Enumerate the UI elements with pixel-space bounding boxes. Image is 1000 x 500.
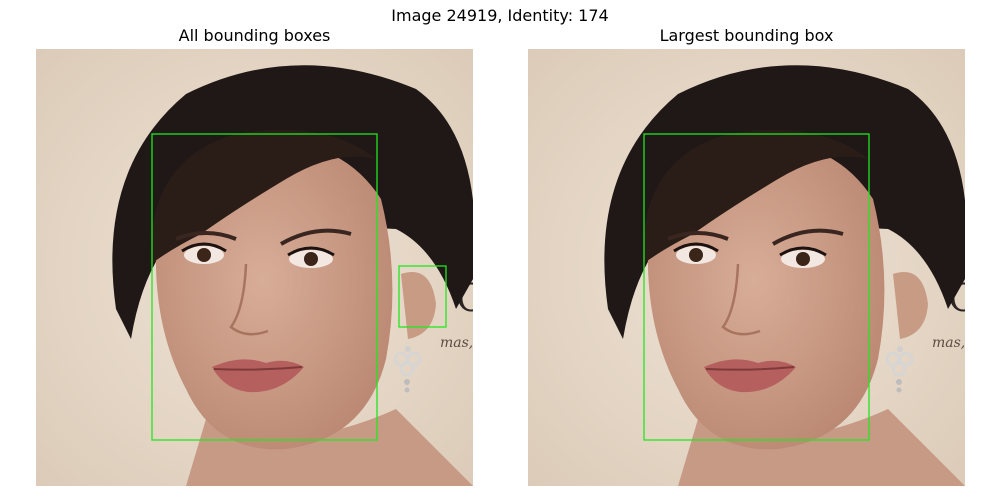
face-photo-all-boxes: C mas, (36, 49, 473, 486)
earring (393, 346, 422, 393)
lip-line (213, 366, 303, 371)
panel-title-all-boxes: All bounding boxes (178, 26, 331, 45)
nose (229, 263, 269, 336)
panel-largest-box: Largest bounding box C mas, (528, 26, 965, 486)
background-text: mas, (932, 335, 965, 351)
iris (304, 252, 318, 266)
neck (678, 409, 965, 486)
bounding-box-face (643, 133, 870, 441)
eyebrow (772, 228, 844, 246)
face-photo-largest-box: C mas, (528, 49, 965, 486)
lips (212, 359, 304, 393)
ear (401, 272, 436, 339)
neck (186, 409, 473, 486)
eyelash (181, 242, 227, 253)
iris (689, 248, 703, 262)
earring (885, 346, 914, 393)
lips (704, 359, 796, 393)
panel-title-largest-box: Largest bounding box (659, 26, 834, 45)
eyebrow (280, 228, 352, 246)
panel-all-boxes: All bounding boxes C mas, (36, 26, 473, 486)
bounding-box-face (151, 133, 378, 441)
eyelash (673, 242, 719, 253)
hair-fringe (150, 129, 376, 264)
hair-fringe (642, 129, 868, 264)
eyebrow (667, 231, 729, 241)
bounding-box-ear (398, 265, 447, 328)
background-text: mas, (440, 335, 473, 351)
lip-line (705, 366, 795, 371)
figure-title: Image 24919, Identity: 174 (391, 6, 609, 25)
ear (893, 272, 928, 339)
eyelash (287, 246, 335, 257)
eyebrow (175, 231, 237, 241)
iris (197, 248, 211, 262)
eyelash (779, 246, 827, 257)
iris (796, 252, 810, 266)
nose (721, 263, 761, 336)
